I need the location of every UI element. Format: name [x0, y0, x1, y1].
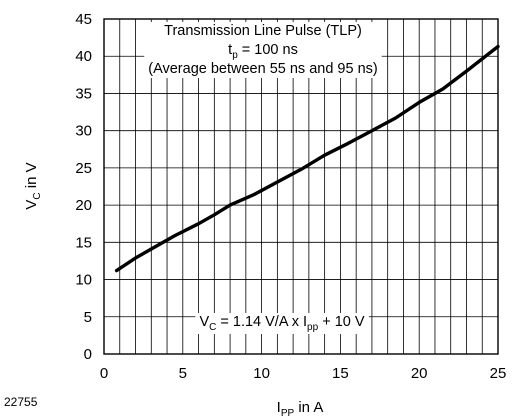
y-axis-label: VC in V — [23, 162, 43, 209]
x-tick-label: 10 — [253, 365, 270, 382]
y-tick-label: 0 — [84, 346, 92, 363]
annotation-t-subscript: p — [232, 50, 238, 61]
x-tick-label: 15 — [332, 365, 349, 382]
equation-middle: = 1.14 V/A x I — [216, 314, 307, 330]
equation-end: + 10 V — [318, 314, 365, 330]
series-line — [114, 44, 500, 273]
tick-labels: 0 5 10 15 20 25 0 5 10 15 20 25 30 35 40 45 — [75, 11, 506, 382]
y-axis-label-unit: in V — [23, 162, 40, 192]
annotation-t-symbol: t — [228, 42, 232, 58]
x-tick-label: 5 — [179, 365, 187, 382]
equation-label: VC = 1.14 V/A x Ipp + 10 V — [195, 313, 369, 334]
x-tick-label: 20 — [411, 365, 428, 382]
equation-text: VC = 1.14 V/A x Ipp + 10 V — [199, 314, 364, 333]
y-tick-label: 30 — [75, 123, 92, 140]
figure-code: 22755 — [4, 395, 38, 409]
x-axis-label-subscript: PP — [281, 408, 295, 416]
annotation-box: Transmission Line Pulse (TLP) tp = 100 n… — [144, 22, 382, 78]
equation-background — [195, 313, 369, 334]
annotation-background — [144, 22, 382, 78]
x-axis-label: IPP in A — [277, 399, 324, 416]
annotation-t-value: = 100 ns — [238, 42, 298, 58]
x-tick-label: 0 — [100, 365, 108, 382]
y-tick-label: 20 — [75, 197, 92, 214]
y-axis-label-subscript: C — [32, 192, 43, 199]
plot-frame — [103, 18, 499, 355]
equation-i-subscript: pp — [307, 322, 319, 333]
y-tick-label: 25 — [75, 160, 92, 177]
series-layer — [114, 44, 500, 273]
annotation-line-3: (Average between 55 ns and 95 ns) — [148, 61, 377, 77]
x-axis-label-main: I — [277, 399, 281, 416]
y-tick-label: 15 — [75, 234, 92, 251]
equation-v-subscript: C — [209, 322, 216, 333]
equation-v: V — [199, 314, 209, 330]
x-tick-label: 25 — [490, 365, 507, 382]
x-axis-label-unit: in A — [294, 399, 323, 416]
y-tick-label: 10 — [75, 272, 92, 289]
annotation-line-2: tp = 100 ns — [228, 42, 298, 61]
annotation-line-1: Transmission Line Pulse (TLP) — [164, 23, 362, 39]
y-tick-label: 5 — [84, 309, 92, 326]
y-tick-label: 35 — [75, 85, 92, 102]
y-tick-label: 45 — [75, 11, 92, 28]
y-tick-label: 40 — [75, 48, 92, 65]
y-axis-label-main: V — [23, 200, 40, 210]
